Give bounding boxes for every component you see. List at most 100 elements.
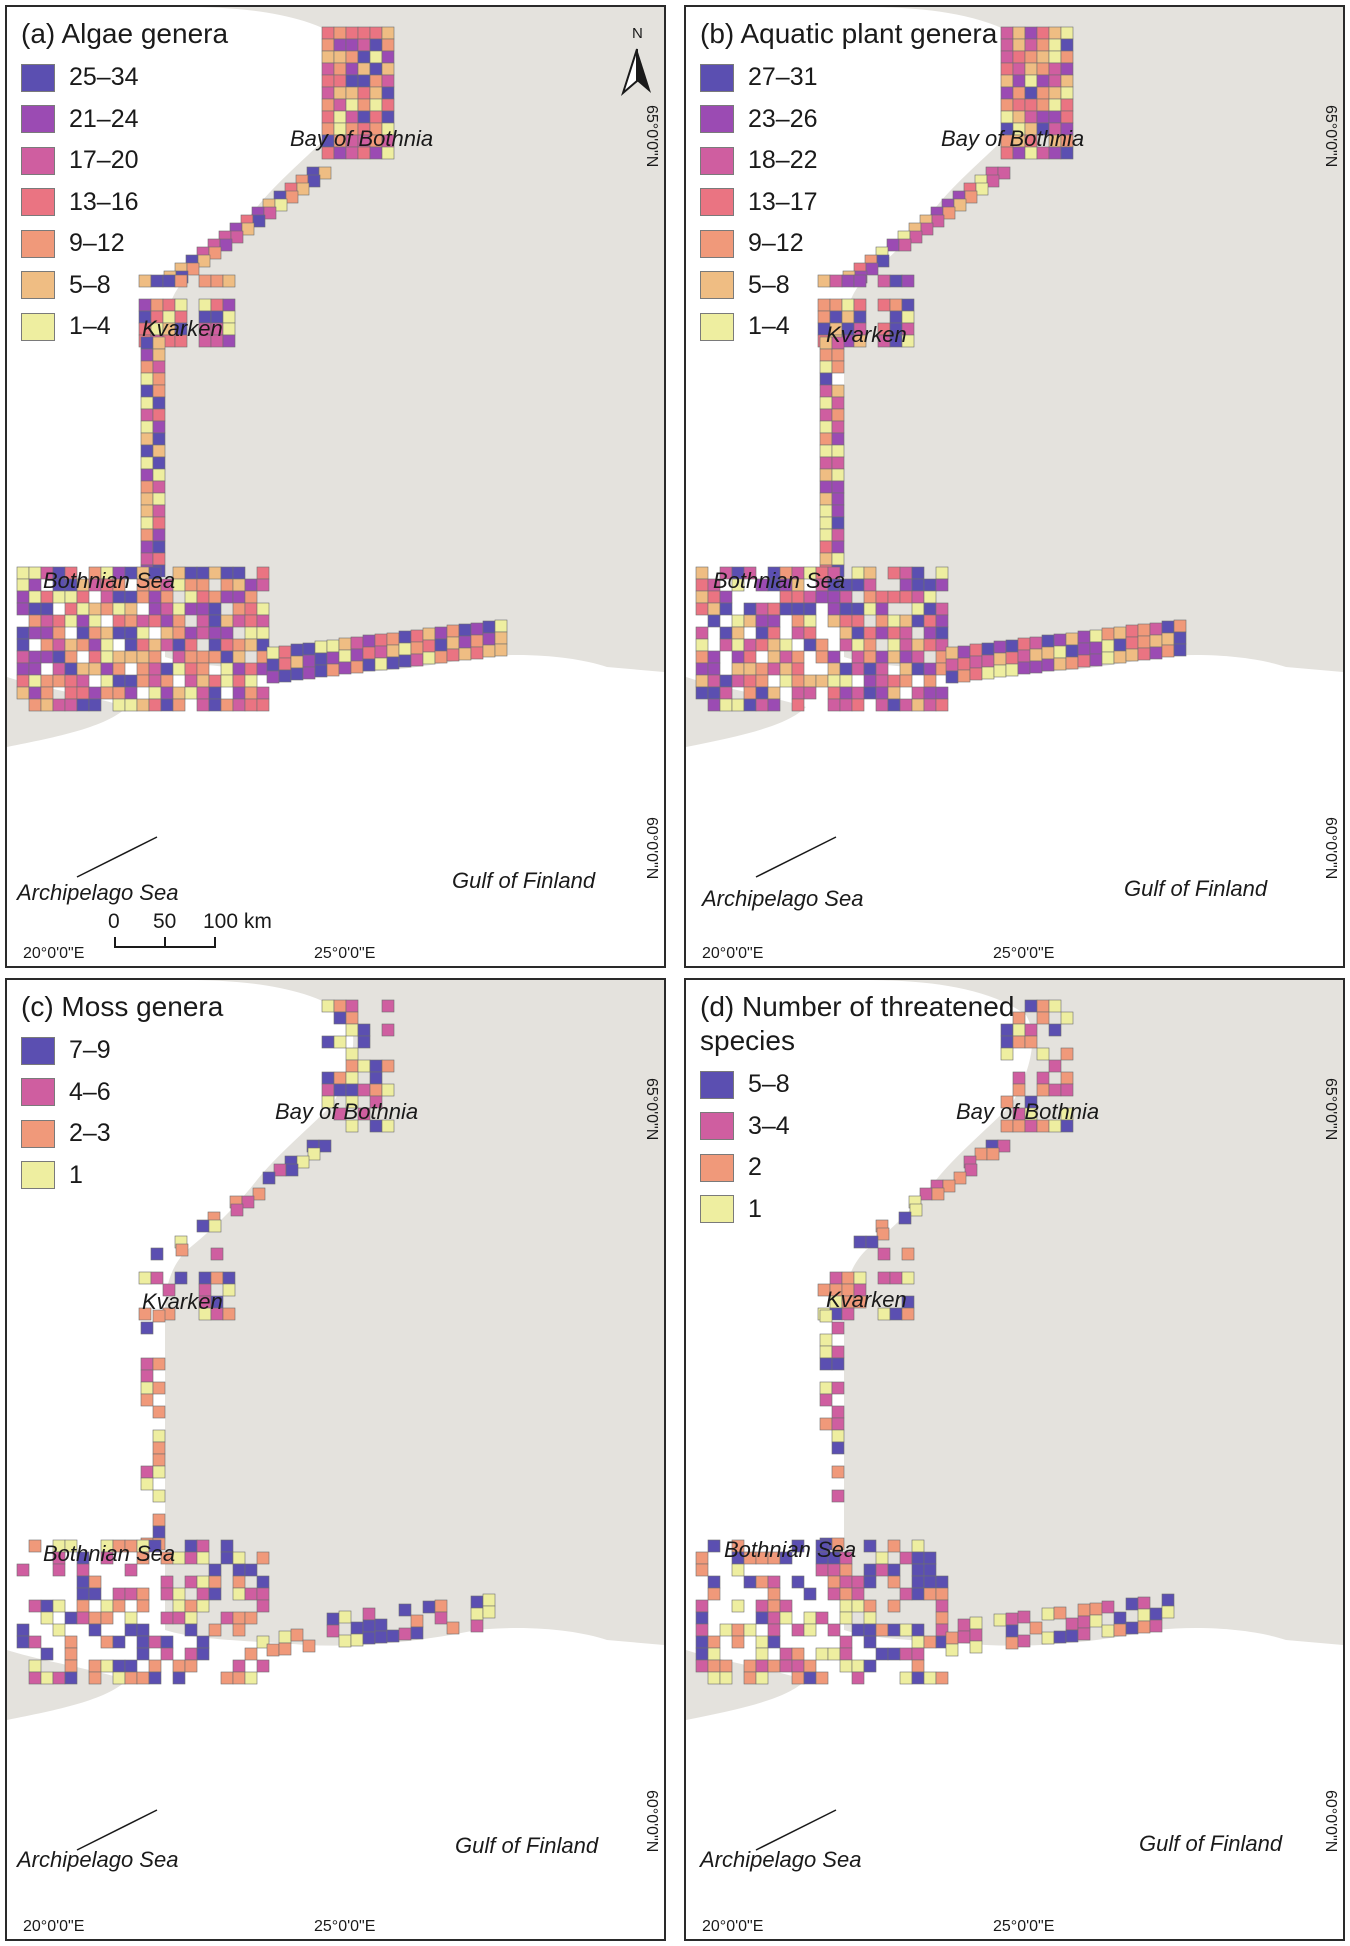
grid-cell — [152, 1309, 166, 1323]
grid-cell — [148, 614, 162, 628]
grid-cell — [369, 1059, 383, 1073]
grid-cell — [803, 614, 817, 628]
grid-cell — [911, 1635, 925, 1649]
grid-cell — [887, 650, 901, 664]
grid-cell — [931, 1187, 945, 1201]
grid-cell — [1012, 62, 1026, 76]
grid-cell — [898, 238, 912, 252]
grid-cell — [333, 1083, 347, 1097]
grid-cell — [1053, 657, 1067, 671]
grid-cell — [839, 1659, 853, 1673]
grid-cell — [136, 662, 150, 676]
grid-cell — [458, 623, 472, 637]
grid-cell — [1029, 660, 1043, 674]
grid-cell — [899, 674, 913, 688]
grid-cell — [1053, 633, 1067, 647]
grid-cell — [220, 590, 234, 604]
grid-cell — [278, 645, 292, 659]
grid-cell — [779, 650, 793, 664]
grid-cell — [160, 1587, 174, 1601]
grid-cell — [1060, 74, 1074, 88]
grid-cell — [318, 166, 332, 180]
grid-cell — [887, 1599, 901, 1613]
legend-item: 1–4 — [21, 306, 139, 348]
grid-cell — [252, 214, 266, 228]
grid-cell — [357, 74, 371, 88]
grid-cell — [381, 110, 395, 124]
grid-cell — [160, 602, 174, 616]
grid-cell — [244, 1611, 258, 1625]
grid-cell — [152, 408, 166, 422]
grid-cell — [1041, 634, 1055, 648]
grid-cell — [244, 626, 258, 640]
grid-cell — [1036, 26, 1050, 40]
grid-cell — [88, 686, 102, 700]
grid-cell — [964, 190, 978, 204]
grid-cell — [434, 638, 448, 652]
grid-cell — [695, 1647, 709, 1661]
grid-cell — [819, 1381, 833, 1395]
grid-cell — [140, 384, 154, 398]
grid-cell — [220, 578, 234, 592]
grid-cell — [827, 698, 841, 712]
grid-cell — [196, 1539, 210, 1553]
grid-cell — [731, 614, 745, 628]
grid-cell — [64, 698, 78, 712]
grid-cell — [244, 1647, 258, 1661]
legend-item: 2 — [700, 1147, 790, 1189]
grid-cell — [827, 602, 841, 616]
grid-cell — [140, 492, 154, 506]
grid-cell — [901, 334, 915, 348]
grid-cell — [707, 614, 721, 628]
grid-cell — [831, 444, 845, 458]
grid-cell — [160, 638, 174, 652]
map-canvas — [7, 7, 664, 966]
archipelago-leader-line — [755, 1809, 837, 1851]
grid-cell — [208, 1575, 222, 1589]
legend-swatch — [700, 1112, 734, 1141]
grid-cell — [779, 662, 793, 676]
scale-label-50: 50 — [153, 910, 177, 933]
grid-cell — [695, 566, 709, 580]
grid-cell — [1036, 1047, 1050, 1061]
legend-item: 17–20 — [21, 140, 139, 182]
grid-cell — [160, 1635, 174, 1649]
legend-item: 21–24 — [21, 99, 139, 141]
sea-area — [7, 7, 664, 966]
grid-cell — [124, 674, 138, 688]
grid-cell — [831, 1537, 845, 1551]
grid-cell — [76, 638, 90, 652]
grid-cell — [911, 590, 925, 604]
grid-cell — [863, 1539, 877, 1553]
grid-cell — [160, 698, 174, 712]
grid-cell — [458, 647, 472, 661]
archipelago-leader-line — [76, 836, 158, 878]
grid-cell — [52, 650, 66, 664]
grid-cell — [208, 614, 222, 628]
grid-cell — [76, 1575, 90, 1589]
grid-cell — [244, 1563, 258, 1577]
grid-cell — [755, 602, 769, 616]
grid-cell — [196, 626, 210, 640]
grid-cell — [755, 1575, 769, 1589]
grid-cell — [707, 1575, 721, 1589]
grid-cell — [791, 614, 805, 628]
grid-cell — [222, 322, 236, 336]
grid-cell — [326, 651, 340, 665]
grid-cell — [791, 686, 805, 700]
grid-cell — [124, 1587, 138, 1601]
grid-cell — [839, 1599, 853, 1613]
grid-cell — [851, 566, 865, 580]
grid-cell — [52, 626, 66, 640]
grid-cell — [381, 38, 395, 52]
grid-cell — [321, 50, 335, 64]
grid-cell — [136, 626, 150, 640]
grid-cell — [208, 590, 222, 604]
grid-cell — [150, 1271, 164, 1285]
grid-cell — [350, 1633, 364, 1647]
grid-cell — [899, 566, 913, 580]
place-label-bothnian-sea: Bothnian Sea — [713, 568, 846, 593]
grid-cell — [88, 662, 102, 676]
grid-cell — [767, 662, 781, 676]
legend-item: 25–34 — [21, 57, 139, 99]
